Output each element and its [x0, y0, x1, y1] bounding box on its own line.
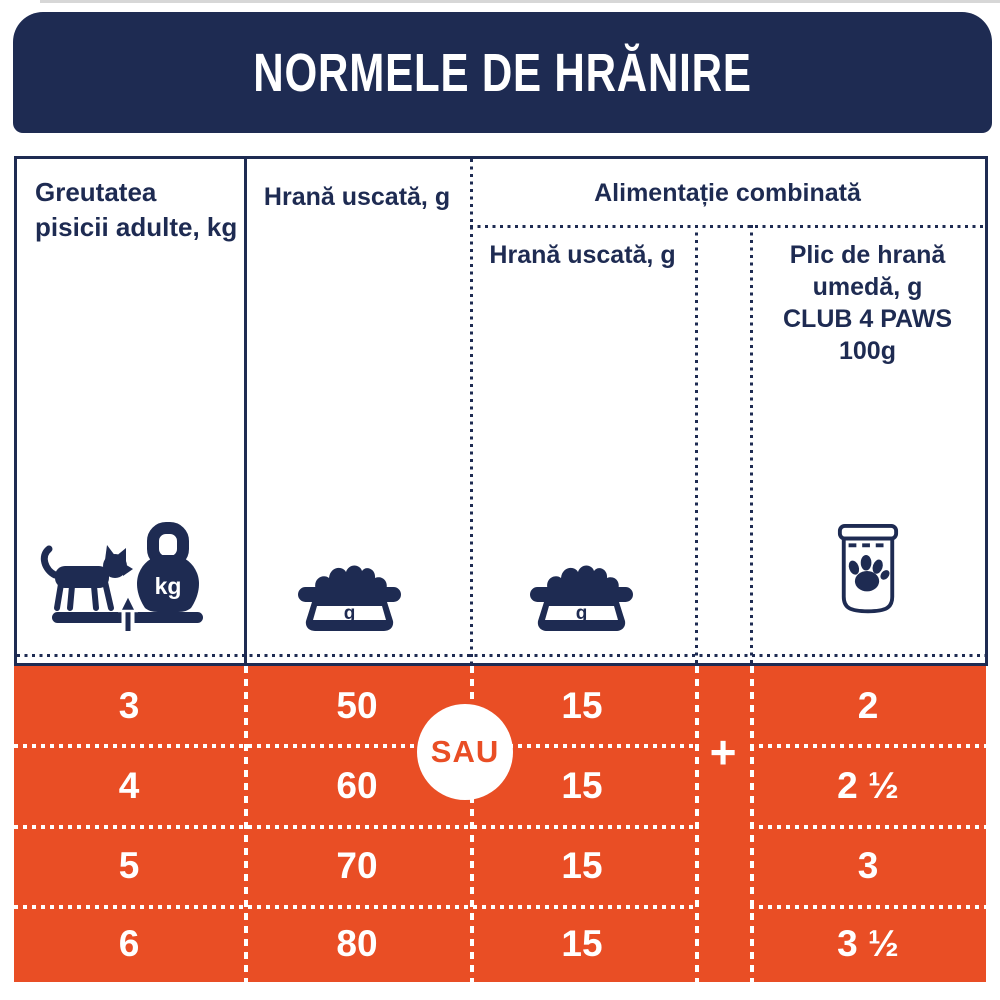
cell-weight-r4: 6: [118, 923, 140, 964]
header-combined-wet-line4: 100g: [839, 337, 896, 365]
header-dry-food: Hrană uscată, g: [263, 183, 451, 211]
cell-combo-wet-r2: 2 ½: [837, 765, 899, 806]
divider-plus-left-dashed: [695, 666, 699, 982]
header-combined-wet-line1: Plic de hrană: [789, 241, 946, 269]
cell-combo-dry-r1: 15: [561, 685, 603, 726]
row-separator-1: [14, 744, 695, 748]
row-separator-3: [750, 905, 986, 909]
food-mound: [315, 565, 387, 590]
cell-combo-wet-r4: 3 ½: [837, 923, 899, 964]
cell-weight-r2: 4: [118, 765, 140, 806]
kettlebell-icon: kg: [137, 522, 199, 612]
row-separator-3: [14, 905, 695, 909]
header-combined-wet-line3: CLUB 4 PAWS: [783, 305, 952, 333]
cell-combo-wet-r3: 3: [857, 845, 879, 886]
kettlebell-kg-label: kg: [155, 573, 182, 599]
title-bar: NORMELE DE HRĂNIRE: [13, 12, 992, 133]
dry-food-bowl-icon: g: [530, 565, 633, 631]
cat-silhouette-icon: [40, 545, 133, 611]
divider-plus-right-dashed: [750, 666, 754, 982]
header-combined-wet: Plic de hrană umedă, g CLUB 4 PAWS 100g: [750, 239, 985, 367]
cell-dry-r1: 50: [336, 685, 378, 726]
divider-sub2-dotted: [750, 225, 753, 663]
divider-combined-dotted: [470, 225, 985, 228]
header-cat-weight: Greutatea pisicii adulte, kg: [35, 175, 237, 245]
plus-sign: +: [709, 726, 737, 778]
wet-food-pouch-icon: [837, 523, 899, 614]
bowl-gram-label: g: [344, 603, 356, 624]
page-title: NORMELE DE HRĂNIRE: [253, 42, 752, 103]
bowl-gram-label: g: [576, 603, 588, 624]
cell-combo-wet-r1: 2: [857, 685, 879, 726]
food-mound: [547, 565, 619, 590]
cell-combo-dry-r3: 15: [561, 845, 603, 886]
header-combined-feeding: Alimentație combinată: [594, 179, 861, 207]
cat-weight-scale-icon: kg: [40, 522, 203, 631]
row-separator-2: [750, 825, 986, 829]
header-cat-weight-line2: pisicii adulte, kg: [35, 212, 238, 242]
divider-sub1-dotted: [695, 225, 698, 663]
header-cat-weight-line1: Greutatea: [35, 177, 157, 207]
dry-food-bowl-icon: g: [298, 565, 401, 631]
paw-icon: [848, 555, 890, 592]
or-label: SAU: [430, 734, 500, 769]
feeding-table-values: 3 50 15 2 4 60 15 2 ½ 5 70 15 3 6 80 15 …: [14, 666, 986, 982]
header-combined-wet-line2: umedă, g: [812, 273, 923, 301]
cell-weight-r3: 5: [118, 845, 140, 886]
top-edge-line: [40, 0, 1000, 3]
row-separator-1: [750, 744, 986, 748]
row-separator-2: [14, 825, 695, 829]
cell-dry-r4: 80: [336, 923, 378, 964]
divider-col2-dotted: [470, 159, 473, 663]
divider-col1-solid: [244, 159, 247, 663]
header-combined-dry: Hrană uscată, g: [489, 241, 676, 269]
cell-dry-r2: 60: [336, 765, 378, 806]
divider-bottom-dotted: [17, 654, 985, 657]
cell-combo-dry-r4: 15: [561, 923, 603, 964]
cell-weight-r1: 3: [118, 685, 140, 726]
feeding-table-header: Greutatea pisicii adulte, kg Hrană uscat…: [14, 156, 988, 666]
up-arrow-icon: [117, 592, 139, 631]
or-badge: SAU: [417, 704, 513, 800]
divider-col1-dashed: [244, 666, 248, 982]
cell-combo-dry-r2: 15: [561, 765, 603, 806]
cell-dry-r3: 70: [336, 845, 378, 886]
divider-col2-dashed: [470, 666, 474, 982]
